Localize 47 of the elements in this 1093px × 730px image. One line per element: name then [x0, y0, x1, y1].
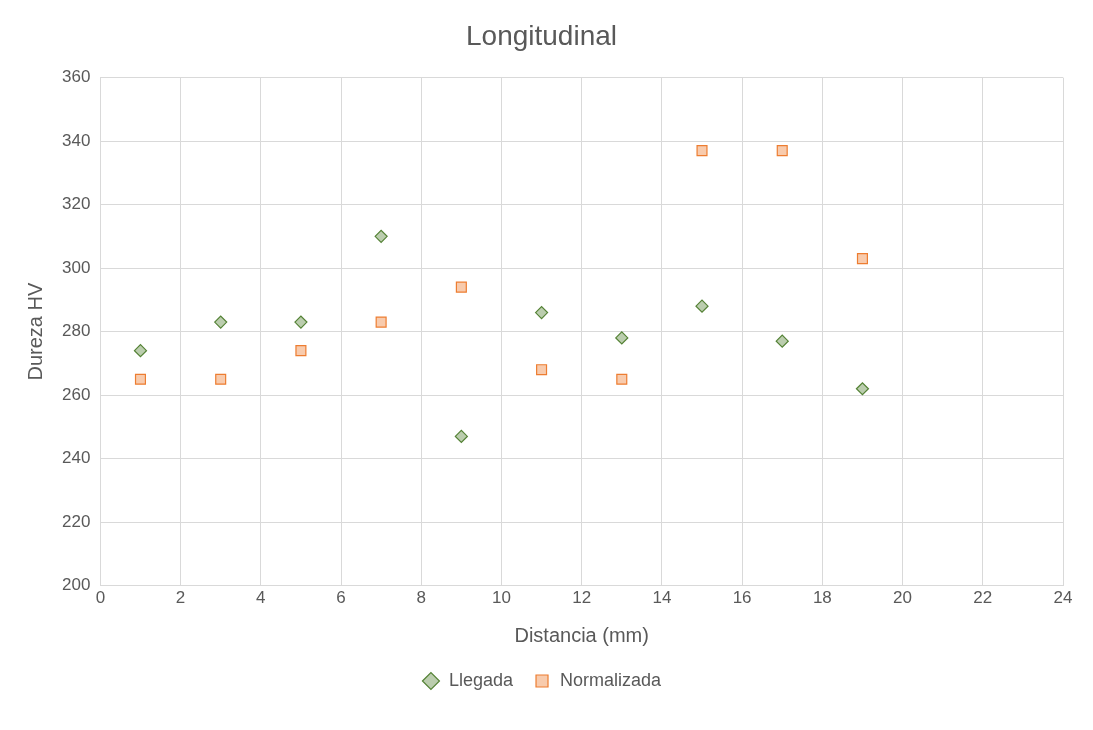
x-tick-label: 4 — [256, 588, 266, 608]
x-tick-label: 16 — [732, 588, 752, 608]
point — [134, 373, 147, 385]
x-tick-label: 6 — [336, 588, 346, 608]
point — [374, 229, 388, 243]
x-tick-label: 2 — [175, 588, 186, 608]
point — [214, 315, 228, 329]
point — [455, 281, 467, 293]
point — [695, 299, 709, 313]
y-tick-label: 360 — [61, 67, 91, 87]
x-tick-label: 20 — [893, 588, 913, 608]
point — [615, 331, 629, 345]
y-tick-label: 240 — [61, 448, 91, 468]
point — [775, 334, 789, 348]
y-tick-label: 280 — [61, 321, 91, 341]
point — [454, 429, 468, 443]
legend-label: Llegada — [448, 669, 514, 690]
point — [776, 145, 788, 157]
y-axis-title: Dureza HV — [23, 282, 46, 381]
point — [215, 373, 227, 385]
x-tick-label: 8 — [416, 588, 426, 608]
point — [536, 364, 548, 376]
point — [856, 253, 868, 265]
y-tick-label: 200 — [61, 575, 91, 595]
x-tick-label: 24 — [1053, 588, 1073, 608]
point — [855, 382, 870, 396]
point — [294, 315, 308, 329]
chart-title: Longitudinal — [465, 19, 618, 51]
x-axis-title: Distancia (mm) — [514, 623, 649, 646]
point — [375, 316, 387, 328]
y-tick-label: 300 — [61, 257, 91, 277]
point — [696, 145, 708, 157]
point — [534, 305, 549, 320]
x-tick-label: 10 — [492, 588, 511, 608]
x-tick-label: 0 — [95, 588, 106, 608]
y-tick-label: 320 — [61, 194, 91, 214]
point — [133, 344, 148, 358]
point — [295, 345, 307, 357]
x-tick-label: 22 — [973, 588, 993, 608]
x-tick-label: 18 — [812, 588, 832, 608]
legend-label: Normalizada — [560, 669, 663, 690]
y-tick-label: 260 — [61, 384, 91, 404]
y-tick-label: 220 — [61, 511, 91, 531]
x-tick-label: 14 — [652, 588, 672, 608]
point — [616, 373, 628, 385]
y-tick-label: 340 — [61, 130, 91, 150]
x-tick-label: 12 — [572, 588, 592, 608]
